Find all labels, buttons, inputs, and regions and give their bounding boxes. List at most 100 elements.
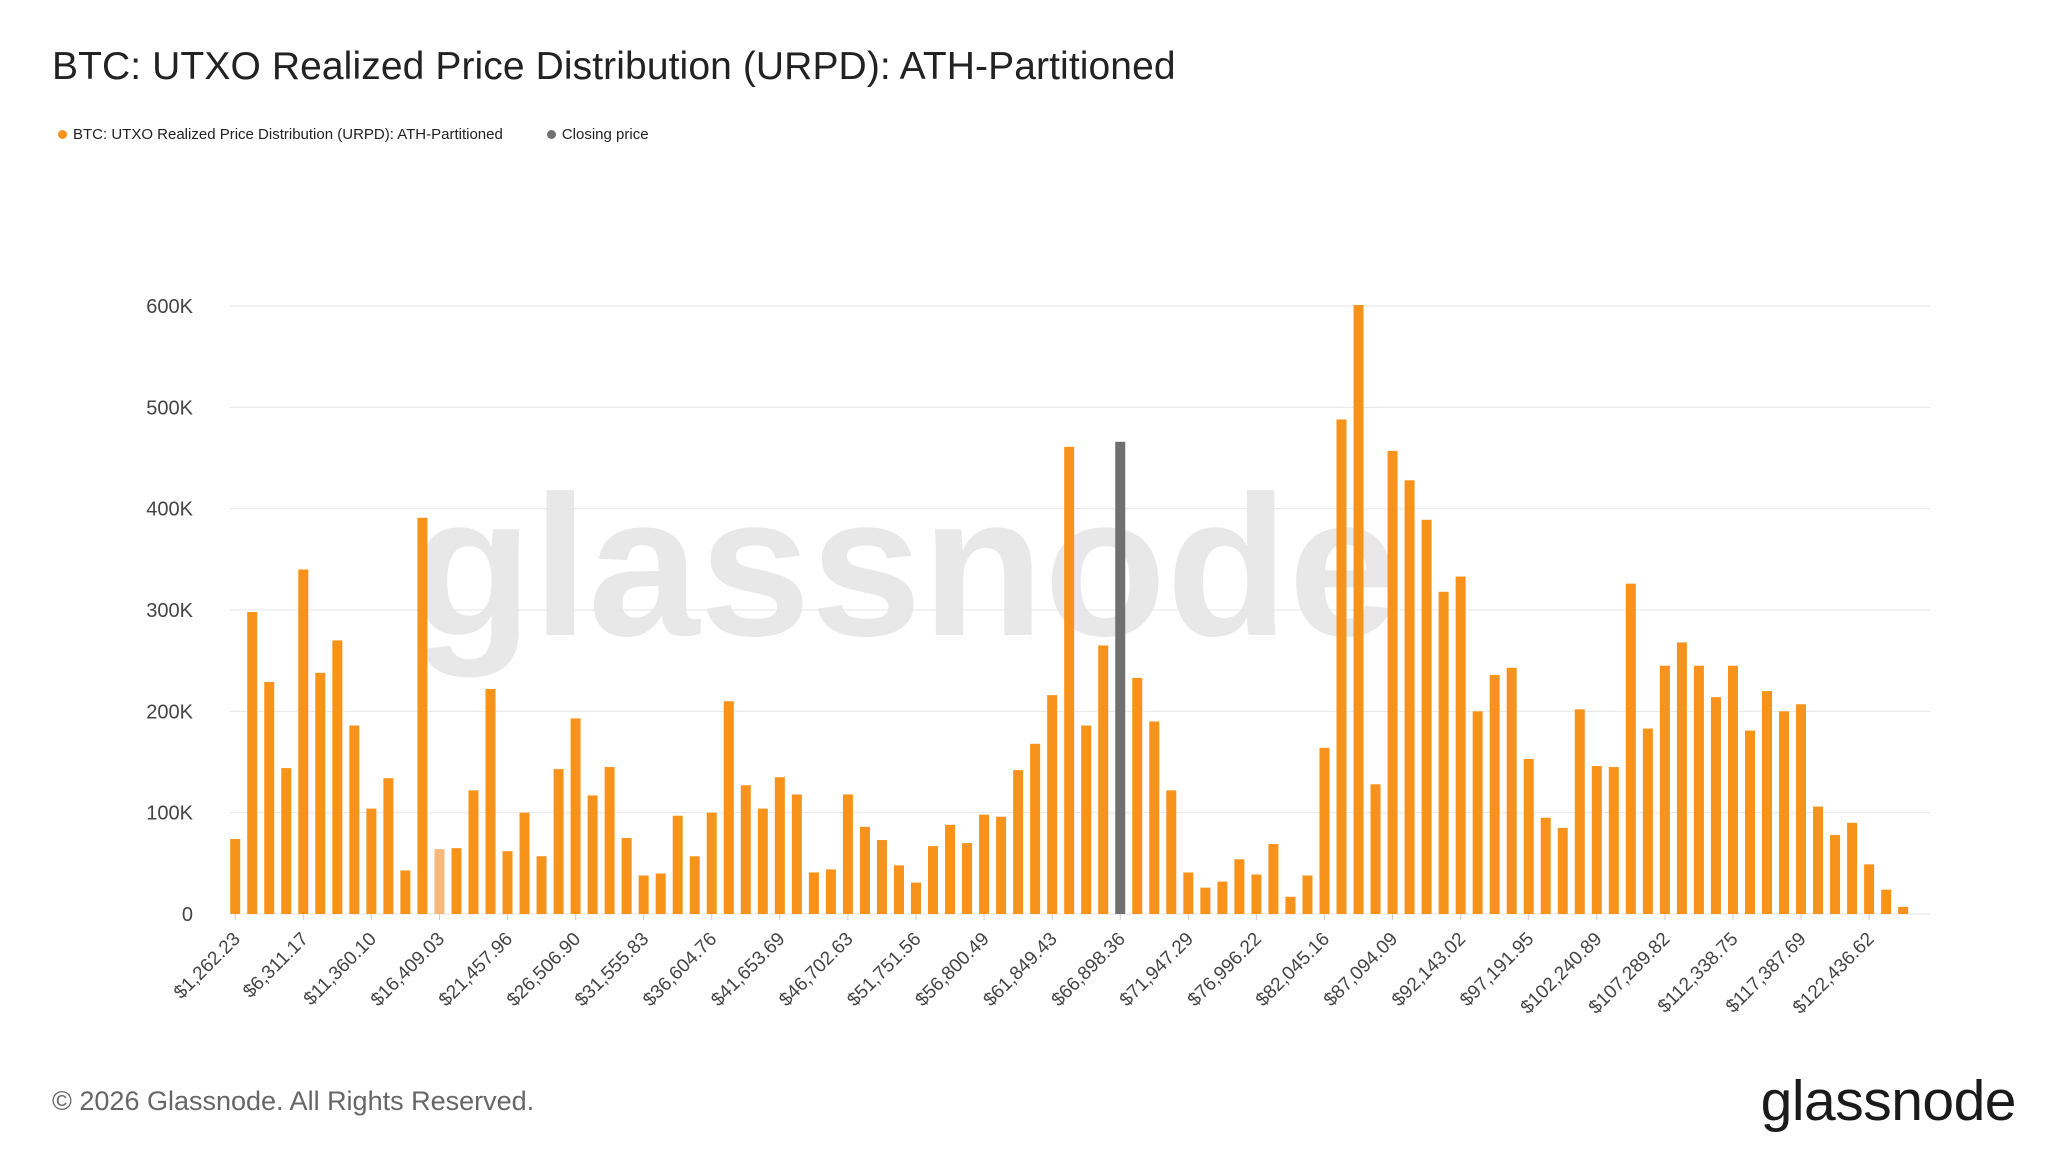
urpd-bar[interactable] <box>876 840 887 914</box>
urpd-bar[interactable] <box>1693 665 1704 914</box>
urpd-bar[interactable] <box>1166 790 1177 914</box>
urpd-bar[interactable] <box>264 681 275 914</box>
urpd-bar[interactable] <box>1081 725 1092 914</box>
legend-item-closing-price[interactable]: Closing price <box>546 126 649 143</box>
urpd-bar[interactable] <box>1421 519 1432 914</box>
urpd-bar[interactable] <box>1523 758 1534 914</box>
urpd-bar[interactable] <box>247 612 258 914</box>
urpd-bar[interactable] <box>842 794 853 914</box>
urpd-bar[interactable] <box>1540 817 1551 914</box>
urpd-bar[interactable] <box>298 569 309 914</box>
urpd-bar[interactable] <box>1251 874 1262 914</box>
urpd-bar[interactable] <box>1064 446 1075 914</box>
urpd-bar[interactable] <box>1762 691 1772 914</box>
urpd-bar[interactable] <box>655 873 666 914</box>
urpd-bar[interactable] <box>1898 906 1909 914</box>
urpd-bar[interactable] <box>1268 844 1279 914</box>
urpd-bar[interactable] <box>1796 704 1807 914</box>
urpd-bar[interactable] <box>1438 591 1449 914</box>
urpd-bar[interactable] <box>996 816 1007 914</box>
urpd-bar[interactable] <box>1642 728 1653 914</box>
urpd-bar[interactable] <box>791 794 802 914</box>
urpd-bar[interactable] <box>689 856 700 914</box>
urpd-bar[interactable] <box>757 808 768 914</box>
urpd-bar[interactable] <box>825 869 836 914</box>
urpd-bar[interactable] <box>859 826 870 914</box>
glassnode-logo[interactable]: glassnode <box>1760 1069 2017 1133</box>
urpd-bar[interactable] <box>638 875 649 914</box>
urpd-bar[interactable] <box>1881 889 1892 914</box>
urpd-bar[interactable] <box>1217 881 1228 914</box>
urpd-bar[interactable] <box>911 882 921 914</box>
urpd-bar[interactable] <box>621 838 632 914</box>
urpd-bar[interactable] <box>1404 480 1415 914</box>
urpd-bar[interactable] <box>1813 806 1824 914</box>
urpd-bar[interactable] <box>1608 767 1619 914</box>
urpd-bar[interactable] <box>1030 743 1041 914</box>
urpd-bar[interactable] <box>1149 721 1160 914</box>
urpd-bar[interactable] <box>502 851 513 914</box>
urpd-bar[interactable] <box>417 517 428 914</box>
urpd-bar[interactable] <box>1387 450 1398 914</box>
urpd-bar[interactable] <box>349 725 360 914</box>
urpd-bar[interactable] <box>553 769 564 914</box>
urpd-bar[interactable] <box>1472 711 1483 914</box>
urpd-bar[interactable] <box>468 790 479 914</box>
urpd-bar[interactable] <box>1830 834 1841 914</box>
urpd-bar[interactable] <box>366 808 377 914</box>
legend-item-urpd[interactable]: BTC: UTXO Realized Price Distribution (U… <box>58 126 503 143</box>
urpd-bar[interactable] <box>893 865 904 914</box>
urpd-bar[interactable] <box>400 870 411 914</box>
urpd-bar[interactable] <box>519 812 530 914</box>
urpd-bar[interactable] <box>587 795 598 914</box>
urpd-bar[interactable] <box>1132 677 1143 914</box>
urpd-bar[interactable] <box>536 856 547 914</box>
urpd-bar[interactable] <box>740 785 751 914</box>
urpd-bar[interactable] <box>1200 887 1211 914</box>
urpd-bar[interactable] <box>1013 770 1024 914</box>
urpd-bar[interactable] <box>281 768 292 914</box>
urpd-bar[interactable] <box>1489 674 1500 914</box>
urpd-bar[interactable] <box>434 849 445 914</box>
urpd-bar[interactable] <box>1098 645 1109 914</box>
urpd-bar[interactable] <box>723 701 734 914</box>
urpd-bar[interactable] <box>570 718 581 914</box>
urpd-bar[interactable] <box>1659 665 1670 914</box>
urpd-bar[interactable] <box>485 689 496 914</box>
urpd-bar[interactable] <box>774 777 785 914</box>
urpd-bar[interactable] <box>979 814 990 914</box>
urpd-bar[interactable] <box>1727 665 1738 914</box>
urpd-bar[interactable] <box>332 640 343 914</box>
urpd-bar[interactable] <box>1302 875 1313 914</box>
urpd-bar[interactable] <box>1370 784 1381 914</box>
urpd-bar[interactable] <box>1591 766 1602 914</box>
urpd-bar[interactable] <box>1574 709 1585 914</box>
urpd-bar[interactable] <box>706 812 717 914</box>
urpd-bar[interactable] <box>604 767 615 914</box>
urpd-bar[interactable] <box>1676 642 1687 914</box>
closing-price-bar[interactable] <box>1115 441 1126 914</box>
urpd-bar[interactable] <box>1506 667 1517 914</box>
urpd-bar[interactable] <box>1557 827 1568 914</box>
urpd-bar[interactable] <box>315 672 326 914</box>
urpd-bar[interactable] <box>1353 304 1364 914</box>
urpd-bar[interactable] <box>1319 747 1330 914</box>
urpd-bar[interactable] <box>1710 697 1721 914</box>
urpd-bar[interactable] <box>1285 896 1296 914</box>
urpd-bar[interactable] <box>1847 822 1858 914</box>
urpd-bar[interactable] <box>928 846 939 914</box>
urpd-bar[interactable] <box>1047 695 1058 914</box>
urpd-bar[interactable] <box>1744 730 1755 914</box>
urpd-bar[interactable] <box>1779 711 1790 914</box>
urpd-bar[interactable] <box>945 824 956 914</box>
urpd-bar[interactable] <box>1234 859 1245 914</box>
urpd-bar[interactable] <box>1625 583 1636 914</box>
urpd-bar[interactable] <box>962 843 973 914</box>
urpd-bar[interactable] <box>1864 864 1875 914</box>
urpd-bar[interactable] <box>230 839 241 914</box>
urpd-bar[interactable] <box>672 815 683 914</box>
urpd-bar[interactable] <box>1336 419 1347 914</box>
urpd-bar[interactable] <box>1455 576 1466 914</box>
urpd-bar[interactable] <box>808 872 819 914</box>
urpd-bar[interactable] <box>451 848 462 914</box>
